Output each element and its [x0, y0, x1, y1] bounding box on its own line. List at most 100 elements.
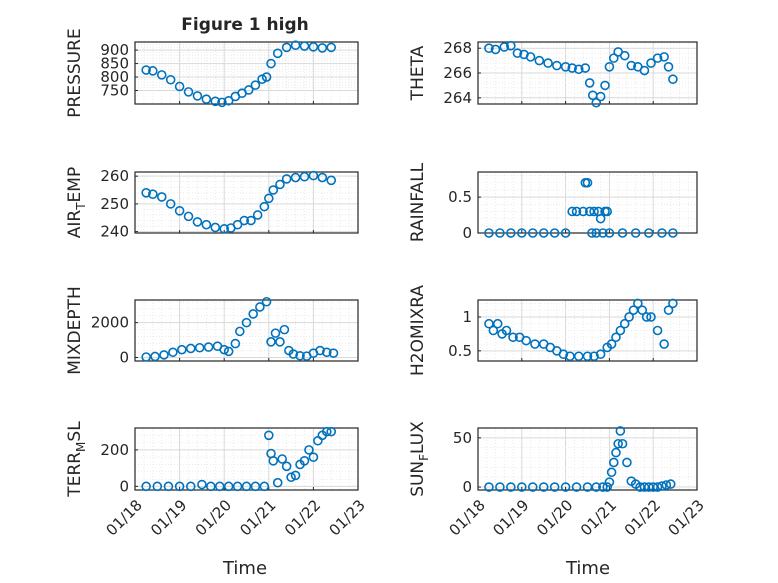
data-point	[527, 228, 538, 238]
data-point	[141, 352, 151, 362]
data-point	[141, 65, 151, 75]
data-point	[608, 457, 619, 468]
data-point	[659, 52, 669, 62]
y-tick-label: 0	[119, 349, 129, 367]
y-tick-label: 200	[100, 441, 129, 459]
data-point	[156, 70, 167, 80]
data-point	[197, 479, 207, 490]
data-point	[192, 217, 203, 227]
data-point	[156, 192, 167, 202]
data-point	[560, 228, 571, 238]
data-point	[571, 482, 582, 492]
data-point	[619, 318, 630, 329]
data-point	[281, 42, 292, 53]
data-point	[506, 482, 516, 492]
y-tick-label: 268	[443, 39, 472, 57]
y-tick-label: 2000	[91, 314, 129, 332]
data-point	[516, 482, 527, 492]
data-point	[203, 342, 214, 352]
y-tick-label: 0.5	[448, 188, 472, 206]
data-point	[602, 482, 613, 492]
data-point	[326, 426, 337, 437]
data-point	[639, 65, 650, 76]
data-point	[538, 228, 549, 238]
data-point	[484, 482, 494, 492]
data-point	[275, 337, 285, 347]
data-point	[168, 347, 178, 358]
data-point	[633, 298, 643, 309]
data-point	[543, 58, 553, 68]
data-point	[308, 170, 319, 181]
data-point	[668, 74, 678, 84]
data-point	[508, 332, 518, 343]
data-point	[246, 215, 256, 226]
y-tick-label: 750	[100, 82, 129, 100]
data-point	[279, 324, 290, 335]
data-point	[637, 305, 648, 315]
data-point	[185, 481, 196, 492]
data-point	[582, 351, 593, 362]
data-point	[206, 481, 216, 492]
data-point	[315, 345, 325, 356]
data-point	[652, 325, 663, 336]
subplot-mixdepth: 0 2000 MIXDEPTH	[65, 286, 359, 375]
data-point	[606, 339, 617, 349]
data-point	[584, 78, 595, 88]
data-point	[141, 481, 151, 492]
y-axis-label: H2OMIXRA	[408, 285, 428, 376]
y-axis-label: THETA	[408, 45, 428, 101]
data-point	[567, 206, 577, 217]
data-point	[219, 224, 229, 234]
data-point	[152, 481, 163, 492]
data-point	[219, 344, 229, 355]
data-point	[495, 482, 505, 492]
data-point	[150, 351, 160, 362]
data-point	[275, 179, 285, 190]
data-point	[165, 199, 176, 209]
data-point	[239, 215, 250, 226]
y-tick-label: 266	[443, 64, 472, 82]
y-tick-label: 0	[462, 224, 472, 242]
data-point	[235, 326, 245, 337]
data-point	[604, 62, 615, 72]
data-point	[512, 48, 523, 58]
data-point	[506, 228, 516, 238]
data-point	[268, 456, 279, 466]
data-point	[484, 43, 494, 54]
data-point	[534, 55, 545, 66]
data-point	[201, 219, 212, 230]
data-point	[270, 328, 281, 338]
data-point	[657, 481, 667, 491]
data-point	[192, 91, 203, 101]
data-point	[272, 477, 283, 488]
data-point	[272, 48, 283, 59]
data-point	[241, 317, 252, 328]
data-point	[552, 60, 562, 71]
data-point	[210, 96, 221, 107]
data-point	[286, 472, 296, 483]
data-point	[263, 430, 274, 441]
y-tick-label: 260	[100, 167, 129, 185]
axes-box	[477, 427, 698, 491]
data-point	[326, 42, 337, 53]
data-point	[521, 335, 531, 346]
data-point	[214, 481, 225, 492]
data-point	[257, 74, 267, 84]
data-point	[223, 95, 234, 106]
y-tick-label: 0	[462, 478, 472, 496]
y-tick-label: 850	[100, 55, 129, 73]
data-point	[567, 63, 577, 73]
data-point	[328, 348, 339, 358]
data-point	[604, 228, 615, 238]
axes-box	[477, 41, 698, 105]
data-point	[602, 206, 613, 217]
y-axis-label: SUNFLUX	[408, 421, 431, 497]
data-point	[281, 174, 292, 184]
data-point	[261, 296, 272, 307]
data-point	[591, 228, 602, 238]
y-tick-label: 800	[100, 68, 129, 86]
data-point	[538, 482, 549, 492]
data-point	[652, 53, 663, 63]
data-point	[259, 201, 270, 212]
